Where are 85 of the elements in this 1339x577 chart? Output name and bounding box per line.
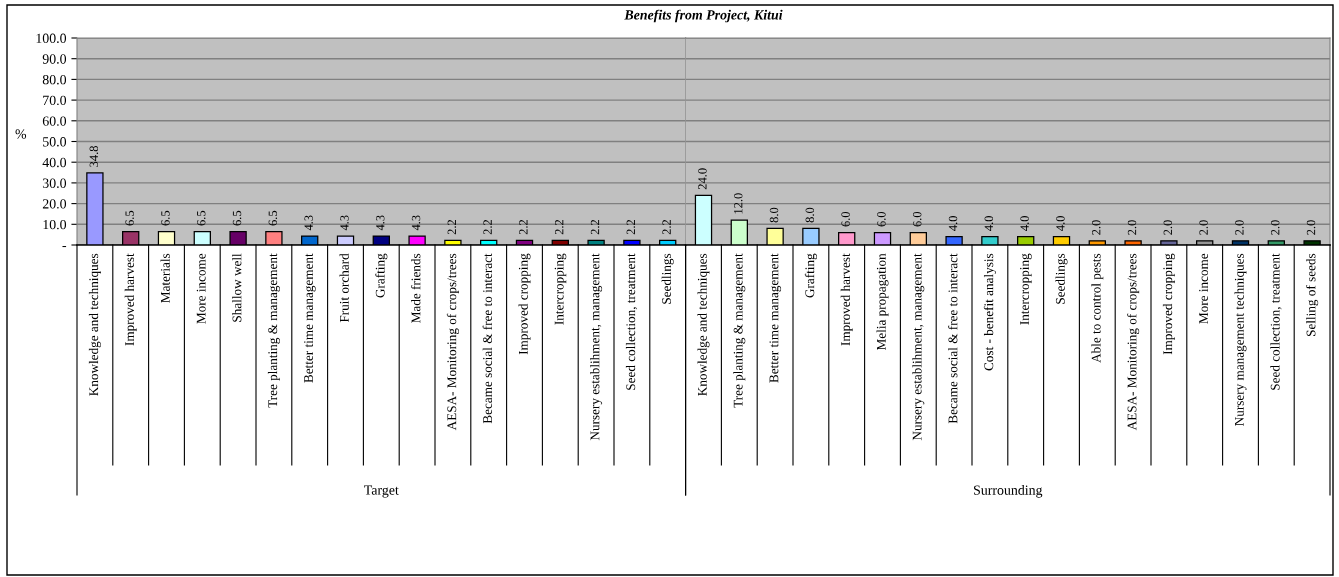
x-tick-label: Seedlings [1055, 253, 1068, 304]
y-tick-label: - [62, 246, 67, 248]
x-axis-title: Surrounding [974, 485, 1043, 498]
data-label: 2.0 [1199, 220, 1208, 235]
x-tick-label: Seed collection, treatment [1270, 253, 1282, 390]
x-tick-label: Nursery management techniques [1234, 253, 1247, 426]
data-label: 2.2 [555, 219, 564, 235]
x-tick-label: More income [1199, 253, 1208, 324]
x-tick-label: Improved harvest [840, 253, 853, 346]
data-label: 2.0 [1091, 220, 1101, 235]
data-label: 4.3 [411, 215, 421, 231]
x-tick-label: Able to control pests [1091, 253, 1104, 363]
x-tick-label: Made friends [410, 253, 421, 323]
y-tick-label: 100.0 [36, 33, 67, 44]
x-tick-label: Grafting [804, 253, 817, 298]
x-tick-label: Improved harvest [124, 253, 137, 346]
data-label: 34.8 [89, 146, 99, 167]
data-label: 2.2 [519, 219, 528, 235]
data-label: 6.5 [161, 210, 170, 226]
x-tick-label: Nursery establihment, management [590, 253, 603, 441]
data-label: 6.5 [232, 210, 242, 226]
x-tick-label: Better time management [304, 253, 316, 383]
x-tick-label: Better time management [769, 253, 782, 383]
data-label: 2.0 [1270, 220, 1280, 235]
data-label: 4.3 [376, 215, 385, 231]
data-label: 2.0 [1235, 220, 1244, 235]
data-label: 4.0 [984, 216, 994, 231]
data-label: 4.3 [304, 215, 313, 231]
chart-title: Benefits from Project, Kitui [624, 9, 783, 23]
data-label: 4.0 [1056, 216, 1065, 231]
y-tick-label: 30.0 [42, 178, 67, 188]
x-tick-label: Became social & free to interact [947, 253, 958, 424]
x-tick-label: Improved cropping [1162, 253, 1175, 355]
x-tick-label: More income [196, 253, 206, 324]
x-tick-label: Improved cropping [518, 253, 531, 355]
data-label: 2.2 [590, 219, 600, 235]
data-label: 4.0 [1020, 216, 1029, 231]
data-label: 6.0 [841, 211, 850, 227]
x-tick-label: Seed collection, treatment [625, 253, 638, 390]
x-tick-label: Seedlings [661, 253, 674, 304]
y-tick-label: 60.0 [42, 116, 67, 126]
data-label: 2.2 [626, 219, 636, 235]
y-tick-label: 50.0 [43, 137, 67, 147]
x-tick-label: Tree planting & management [267, 253, 280, 408]
data-label: 4.3 [340, 215, 349, 231]
x-tick-label: Materials [160, 253, 170, 303]
data-label: 2.2 [483, 219, 492, 235]
data-label: 2.0 [1127, 220, 1137, 235]
x-tick-label: Nursery establihment, management [912, 253, 925, 441]
x-tick-label: Intercropping [1020, 253, 1032, 325]
x-tick-label: Shallow well [232, 253, 242, 322]
y-tick-label: 80.0 [42, 74, 67, 85]
x-tick-label: Tree planting & management [733, 253, 746, 408]
data-label: 6.0 [877, 211, 886, 227]
data-label: 12.0 [733, 193, 743, 214]
x-tick-label: Fruit orchard [339, 253, 349, 323]
x-tick-label: Knowledge and techniques [697, 253, 710, 396]
y-tick-label: 90.0 [42, 54, 67, 64]
data-label: 2.0 [1163, 220, 1173, 235]
x-axis-title: Target [364, 485, 399, 498]
x-tick-label: Became social & free to interact [482, 253, 492, 424]
y-tick-label: 40.0 [42, 157, 67, 168]
data-label: 4.0 [948, 216, 958, 231]
data-label: 2.2 [447, 219, 457, 235]
x-tick-label: Selling of seeds [1306, 253, 1319, 337]
x-tick-label: AESA- Monitoring of crops/trees [446, 253, 459, 431]
y-tick-label: 70.0 [43, 95, 67, 106]
x-tick-label: Grafting [375, 253, 388, 298]
x-tick-label: Knowledge and techniques [88, 253, 101, 396]
x-tick-label: Melia propagation [876, 253, 889, 351]
data-label: 8.0 [805, 207, 815, 223]
data-label: 8.0 [769, 207, 779, 223]
data-label: 2.0 [1306, 220, 1316, 235]
x-tick-label: Intercropping [554, 253, 567, 325]
data-label: 6.5 [197, 210, 206, 226]
y-tick-label: 20.0 [42, 199, 67, 209]
data-label: 6.5 [268, 210, 278, 226]
x-tick-label: Cost - benefit analysis [983, 253, 996, 371]
data-label: 6.5 [125, 210, 134, 226]
x-tick-label: AESA- Monitoring of crops/trees [1127, 253, 1140, 431]
y-tick-label: 10.0 [43, 219, 67, 230]
y-axis-title: % [15, 129, 27, 139]
data-label: 2.2 [662, 219, 671, 235]
data-label: 24.0 [698, 168, 707, 190]
data-label: 6.0 [912, 211, 922, 227]
